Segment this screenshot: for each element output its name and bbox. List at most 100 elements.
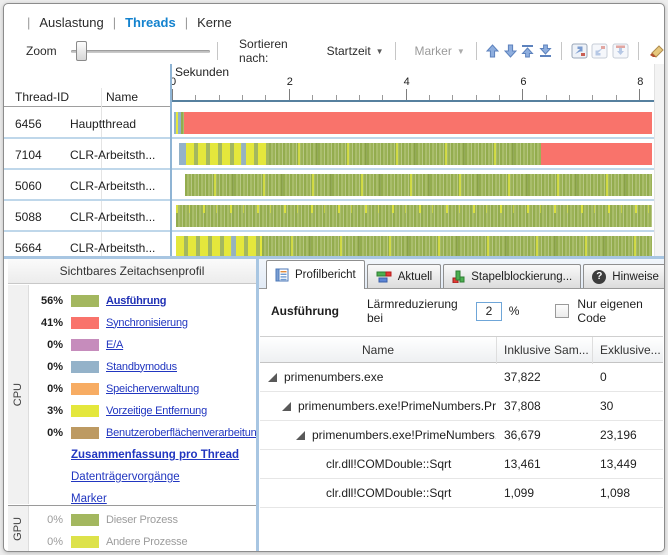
own-code-checkbox[interactable]: [555, 304, 569, 318]
call-tree-row[interactable]: clr.dll!COMDouble::Sqrt 1,099 1,098: [260, 479, 663, 508]
column-header-name[interactable]: Name: [106, 90, 138, 104]
timeline-segment-execution[interactable]: [269, 143, 541, 165]
exclusive-samples-cell: 13,449: [600, 457, 637, 471]
zoom-reset-icon[interactable]: [590, 42, 610, 61]
move-to-bottom-icon[interactable]: [537, 42, 555, 61]
marker-dropdown[interactable]: Marker ▼: [411, 42, 469, 60]
timeline-segment-execution[interactable]: [262, 236, 652, 256]
report-tab-profilbericht[interactable]: Profilbericht: [266, 260, 365, 289]
expander-icon[interactable]: [268, 373, 277, 382]
legend-color-swatch: [71, 427, 99, 439]
thread-name: CLR-Arbeitsth...: [70, 210, 155, 224]
thread-row[interactable]: 5664 CLR-Arbeitsth...: [4, 232, 170, 256]
ruler-tick: [546, 95, 547, 100]
thread-row[interactable]: 5060 CLR-Arbeitsth...: [4, 170, 170, 201]
call-tree-row[interactable]: clr.dll!COMDouble::Sqrt 13,461 13,449: [260, 450, 663, 479]
ruler-tick: [452, 95, 453, 100]
thread-timeline-lane[interactable]: [174, 205, 652, 227]
profile-panel-title: Sichtbares Zeitachsenprofil: [8, 259, 256, 284]
report-tab-stapelblockierung-[interactable]: Stapelblockierung...: [443, 264, 581, 288]
execution-mode-label: Ausführung: [271, 304, 339, 318]
call-tree-row[interactable]: primenumbers.exe 37,822 0: [260, 363, 663, 392]
gpu-label: GPU: [12, 517, 24, 541]
timeline-segment-execution[interactable]: [185, 174, 652, 196]
timeline-segment-stripes[interactable]: [176, 236, 262, 256]
ruler-tick: [336, 95, 337, 100]
legend-link[interactable]: Standbymodus: [106, 361, 177, 373]
report-tab-aktuell[interactable]: Aktuell: [367, 264, 442, 288]
zoom-slider-track[interactable]: [71, 50, 210, 53]
percent-label: %: [509, 304, 520, 318]
exclusive-samples-cell: 0: [600, 370, 607, 384]
legend-link[interactable]: E/A: [106, 339, 123, 351]
toolbar-separator: [638, 42, 639, 60]
column-header-exclusive[interactable]: Exklusive...: [600, 343, 660, 357]
view-tab-auslastung[interactable]: Auslastung: [39, 15, 103, 30]
current-stack-icon: [376, 271, 392, 283]
legend-item: 0% E/A: [29, 337, 256, 352]
zoom-label: Zoom: [26, 44, 57, 58]
eraser-icon[interactable]: [646, 42, 665, 61]
report-icon: [275, 268, 289, 282]
column-header-name[interactable]: Name: [260, 343, 496, 357]
call-tree-row[interactable]: primenumbers.exe!PrimeNumbers... 36,679 …: [260, 421, 663, 450]
legend-item: 0% Benutzeroberflächenverarbeitung: [29, 425, 256, 440]
legend-link[interactable]: Speicherverwaltung: [106, 383, 199, 395]
thread-timeline-lane[interactable]: [174, 236, 652, 256]
legend-link[interactable]: Synchronisierung: [106, 317, 188, 329]
thread-row-separator: [4, 168, 665, 170]
zoom-selection-icon[interactable]: [569, 42, 589, 61]
zoom-slider[interactable]: [71, 41, 210, 61]
thread-row[interactable]: 7104 CLR-Arbeitsth...: [4, 139, 170, 170]
thread-timeline-lane[interactable]: [174, 112, 652, 134]
table-timeline-divider[interactable]: [170, 64, 172, 256]
legend-link[interactable]: Benutzeroberflächenverarbeitung: [106, 427, 262, 439]
ruler-tick: [265, 95, 266, 100]
legend-link[interactable]: Ausführung: [106, 295, 166, 307]
noise-reduction-input[interactable]: 2: [476, 302, 502, 321]
thread-timeline-lane[interactable]: [174, 174, 652, 196]
timeline-segment-synchronization[interactable]: [541, 143, 652, 165]
sort-by-value: Startzeit: [327, 44, 371, 58]
column-header-thread-id[interactable]: Thread-ID: [15, 90, 69, 104]
column-header-inclusive[interactable]: Inklusive Sam...: [504, 343, 592, 357]
view-tab-threads[interactable]: Threads: [125, 15, 176, 30]
zoom-slider-thumb[interactable]: [76, 41, 87, 61]
thread-timeline-lane[interactable]: [174, 143, 652, 165]
expander-icon[interactable]: [296, 431, 305, 440]
move-to-top-icon[interactable]: [519, 42, 537, 61]
ruler-tick-label: 8: [637, 76, 643, 88]
timeline-scrollbar[interactable]: [654, 64, 664, 256]
report-tab-label: Hinweise: [612, 271, 659, 283]
ruler-tick: [639, 89, 640, 100]
thread-name: CLR-Arbeitsth...: [70, 179, 155, 193]
sort-by-dropdown[interactable]: Startzeit ▼: [323, 42, 388, 60]
marker-value: Marker: [415, 44, 452, 58]
report-tab-hinweise[interactable]: ?Hinweise: [583, 264, 665, 288]
sort-by-label: Sortieren nach:: [239, 37, 315, 65]
legend-percent: 0%: [29, 383, 63, 395]
exclusive-samples-cell: 1,098: [600, 486, 630, 500]
zoom-out-icon[interactable]: [610, 42, 630, 61]
thread-row[interactable]: 5088 CLR-Arbeitsth...: [4, 201, 170, 232]
call-tree-row[interactable]: primenumbers.exe!PrimeNumbers.Pr... 37,8…: [260, 392, 663, 421]
ruler-tick: [476, 95, 477, 100]
thread-row[interactable]: 6456 Hauptthread: [4, 108, 170, 139]
function-name: primenumbers.exe!PrimeNumbers...: [312, 428, 496, 442]
profile-link-3[interactable]: Marker: [71, 493, 107, 505]
expander-icon[interactable]: [282, 402, 291, 411]
view-tab-kerne[interactable]: Kerne: [197, 15, 232, 30]
move-up-icon[interactable]: [484, 42, 502, 61]
thread-table-header: Thread-ID Name: [4, 88, 170, 107]
timeline-segment-execution_speckle[interactable]: [176, 205, 652, 227]
timeline-segment-synchronization[interactable]: [184, 112, 652, 134]
legend-item: 41% Synchronisierung: [29, 315, 256, 330]
thread-id: 5088: [15, 210, 42, 224]
legend-link[interactable]: Vorzeitige Entfernung: [106, 405, 207, 417]
profile-link-1[interactable]: Zusammenfassung pro Thread: [71, 449, 239, 461]
timeline-segment-stripes[interactable]: [186, 143, 270, 165]
view-tab-bar: |Auslastung|Threads|Kerne: [18, 12, 232, 32]
profile-link-2[interactable]: Datenträgervorgänge: [71, 471, 180, 483]
chevron-down-icon: ▼: [457, 47, 465, 56]
move-down-icon[interactable]: [501, 42, 519, 61]
